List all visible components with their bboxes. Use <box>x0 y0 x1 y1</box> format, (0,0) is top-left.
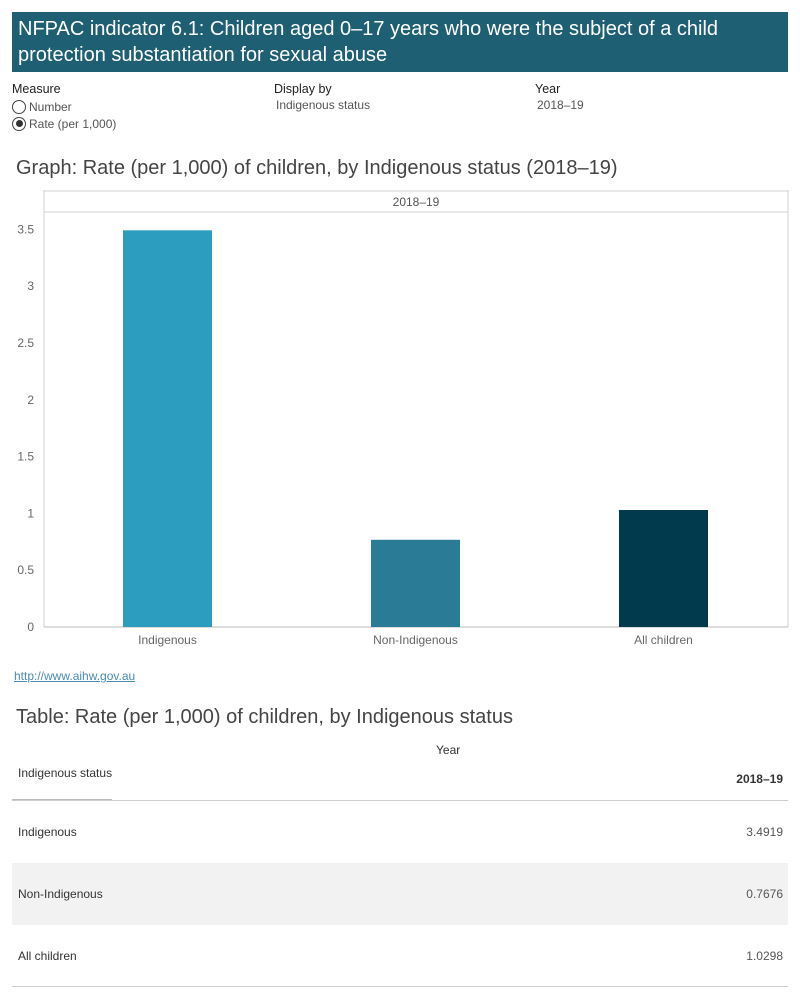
graph-title: Graph: Rate (per 1,000) of children, by … <box>16 157 618 179</box>
y-tick-label: 3 <box>27 279 34 293</box>
measure-label: Measure <box>12 82 61 96</box>
measure-filter: Measure Number Rate (per 1,000) <box>12 82 116 132</box>
table-title: Table: Rate (per 1,000) of children, by … <box>16 706 513 728</box>
measure-option-number[interactable]: Number <box>12 98 116 115</box>
y-tick-label: 2 <box>27 393 34 407</box>
column-header-label: 2018–19 <box>393 195 440 209</box>
table-row: Indigenous 3.4919 <box>12 801 788 863</box>
year-filter[interactable]: Year 2018–19 <box>535 82 584 112</box>
year-label: Year <box>535 82 561 96</box>
year-value[interactable]: 2018–19 <box>537 98 584 112</box>
y-tick-label: 2.5 <box>17 336 34 350</box>
table-year-header: Year <box>436 743 461 757</box>
display-by-label: Display by <box>274 82 332 96</box>
x-tick-label: All children <box>634 633 693 647</box>
aihw-link[interactable]: http://www.aihw.gov.au <box>14 669 136 683</box>
measure-option-number-label: Number <box>29 99 72 114</box>
table-header-divider <box>12 800 788 801</box>
y-tick-label: 1.5 <box>17 450 34 464</box>
table-row-label: Non-Indigenous <box>18 887 103 901</box>
measure-option-rate-label: Rate (per 1,000) <box>29 116 117 131</box>
table-row: All children 1.0298 <box>12 925 788 987</box>
table-row-label: Indigenous <box>18 825 77 839</box>
x-tick-label: Indigenous <box>138 633 197 647</box>
table-row: Non-Indigenous 0.7676 <box>12 863 788 925</box>
display-by-value[interactable]: Indigenous status <box>276 98 371 112</box>
row-header-underline <box>12 799 112 800</box>
table-col-header: 2018–19 <box>736 772 783 786</box>
radio-number[interactable] <box>12 99 26 114</box>
table-row-value: 0.7676 <box>746 887 783 901</box>
bar <box>619 510 708 627</box>
y-tick-label: 3.5 <box>17 222 34 236</box>
measure-option-rate[interactable]: Rate (per 1,000) <box>12 115 116 132</box>
bar-chart: 2018–19 0 0.5 1 1.5 2 2.5 3 3.5 Indigenous Non-Ind… <box>17 190 789 647</box>
table-row-value: 1.0298 <box>746 949 783 963</box>
bar <box>123 230 212 627</box>
page-title: NFPAC indicator 6.1: Children aged 0–17 … <box>12 12 788 72</box>
radio-rate[interactable] <box>12 116 26 131</box>
bar <box>371 539 460 627</box>
y-tick-label: 0 <box>27 620 34 634</box>
table-row-header: Indigenous status <box>18 766 113 780</box>
table-bottom-divider <box>12 986 788 987</box>
table-row-label: All children <box>18 949 77 963</box>
table-row-value: 3.4919 <box>746 825 783 839</box>
display-by-filter[interactable]: Display by Indigenous status <box>274 82 370 112</box>
y-tick-label: 0.5 <box>17 563 34 577</box>
x-tick-label: Non-Indigenous <box>373 633 458 647</box>
y-tick-label: 1 <box>27 506 34 520</box>
